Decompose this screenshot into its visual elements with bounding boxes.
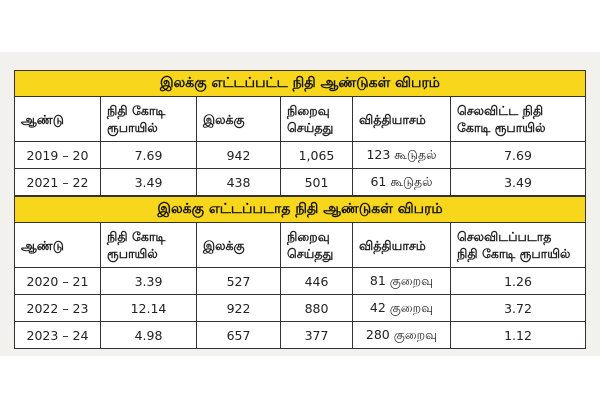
table-row: 2020 – 21 3.39 527 446 81 குறைவு 1.26	[15, 268, 585, 295]
header-spent-fund: செலவிட்ட நிதி கோடி ரூபாயில்	[457, 103, 546, 135]
bottom-background	[0, 356, 600, 413]
header-completed: நிறைவு செய்தது	[281, 223, 353, 267]
table1-title: இலக்கு எட்டப்பட்ட நிதி ஆண்டுகள் விபரம்	[15, 71, 585, 97]
cell-completed: 501	[281, 169, 353, 195]
cell-year: 2023 – 24	[15, 322, 101, 348]
table-row: 2019 – 20 7.69 942 1,065 123 கூடுதல் 7.6…	[15, 142, 585, 169]
header-difference: வித்தியாசம்	[353, 223, 451, 267]
header-target: இலக்கு	[197, 97, 281, 141]
fund-table: இலக்கு எட்டப்பட்ட நிதி ஆண்டுகள் விபரம் ஆ…	[14, 70, 586, 349]
header-fund-crore: நிதி கோடி ரூபாயில்	[101, 97, 197, 141]
cell-completed: 880	[281, 295, 353, 321]
cell-completed: 1,065	[281, 142, 353, 168]
top-background	[0, 0, 600, 52]
table2-title: இலக்கு எட்டப்படாத நிதி ஆண்டுகள் விபரம்	[15, 196, 585, 223]
table-row: 2022 – 23 12.14 922 880 42 குறைவு 3.72	[15, 295, 585, 322]
cell-difference: 61 கூடுதல்	[353, 169, 451, 195]
cell-year: 2022 – 23	[15, 295, 101, 321]
cell-difference: 42 குறைவு	[353, 295, 451, 321]
cell-fund: 3.39	[101, 268, 197, 294]
cell-spent: 3.49	[504, 174, 532, 190]
header-completed: நிறைவு செய்தது	[281, 97, 353, 141]
header-unspent-fund: செலவிடப்படாத நிதி கோடி ரூபாயில்	[457, 229, 571, 261]
table-row: 2021 – 22 3.49 438 501 61 கூடுதல் 3.49	[15, 169, 585, 196]
cell-target: 922	[197, 295, 281, 321]
cell-difference: 280 குறைவு	[353, 322, 451, 348]
cell-difference: 123 கூடுதல்	[353, 142, 451, 168]
cell-difference: 81 குறைவு	[353, 268, 451, 294]
cell-year: 2021 – 22	[15, 169, 101, 195]
header-fund-crore: நிதி கோடி ரூபாயில்	[101, 223, 197, 267]
header-target: இலக்கு	[197, 223, 281, 267]
table2-header-row: ஆண்டு நிதி கோடி ரூபாயில் இலக்கு நிறைவு ச…	[15, 223, 585, 268]
cell-target: 527	[197, 268, 281, 294]
cell-target: 657	[197, 322, 281, 348]
cell-fund: 4.98	[101, 322, 197, 348]
table-row: 2023 – 24 4.98 657 377 280 குறைவு 1.12	[15, 322, 585, 348]
cell-unspent: 1.26	[504, 273, 532, 289]
cell-unspent: 1.12	[504, 327, 532, 343]
header-difference: வித்தியாசம்	[353, 97, 451, 141]
cell-unspent: 3.72	[504, 300, 532, 316]
cell-year: 2020 – 21	[15, 268, 101, 294]
cell-target: 438	[197, 169, 281, 195]
table1-header-row: ஆண்டு நிதி கோடி ரூபாயில் இலக்கு நிறைவு ச…	[15, 97, 585, 142]
cell-year: 2019 – 20	[15, 142, 101, 168]
header-year: ஆண்டு	[15, 223, 101, 267]
header-year: ஆண்டு	[15, 97, 101, 141]
cell-completed: 377	[281, 322, 353, 348]
cell-completed: 446	[281, 268, 353, 294]
cell-spent: 7.69	[504, 147, 532, 163]
cell-fund: 3.49	[101, 169, 197, 195]
cell-fund: 7.69	[101, 142, 197, 168]
cell-target: 942	[197, 142, 281, 168]
cell-fund: 12.14	[101, 295, 197, 321]
